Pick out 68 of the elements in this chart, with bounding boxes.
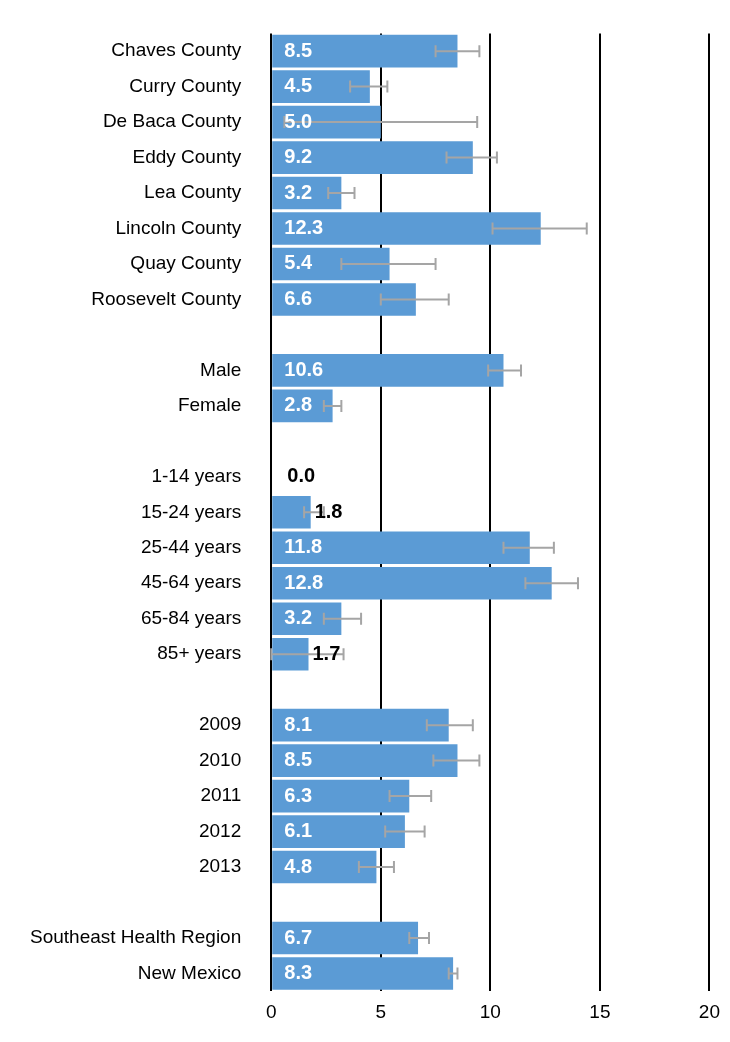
data-label: 6.1 (284, 819, 313, 842)
bar (272, 708, 449, 742)
data-label: 1.7 (312, 641, 341, 664)
bar (272, 957, 454, 990)
bar (272, 354, 504, 387)
y-tick-label: Lea County (144, 181, 242, 203)
y-tick-label: 85+ years (157, 642, 242, 664)
x-tick-label: 20 (698, 1000, 720, 1022)
data-label: 11.8 (284, 535, 323, 558)
y-tick-label: 2011 (200, 784, 242, 806)
bar (272, 34, 458, 68)
x-tick-label: 0 (265, 1000, 277, 1022)
y-tick-label: Eddy County (132, 145, 242, 167)
y-tick-label: 2009 (198, 713, 242, 735)
y-tick-label: Lincoln County (115, 216, 242, 238)
bar (272, 70, 370, 103)
data-label: 1.8 (314, 499, 343, 522)
data-label: 9.2 (284, 145, 313, 168)
y-tick-label: Roosevelt County (91, 287, 242, 309)
bar (272, 744, 458, 777)
bar (272, 815, 405, 848)
data-label: 4.8 (284, 854, 313, 877)
data-label: 12.3 (284, 216, 324, 239)
y-tick-label: 1-14 years (151, 465, 242, 487)
bar (272, 637, 309, 671)
bar (272, 531, 530, 565)
y-tick-label: De Baca County (102, 110, 242, 132)
x-tick-label: 10 (479, 1000, 501, 1022)
data-label: 3.2 (284, 606, 313, 629)
y-tick-label: 2012 (198, 819, 242, 841)
data-label: 6.3 (284, 783, 313, 806)
bar (272, 283, 416, 316)
data-label: 2.8 (284, 393, 313, 416)
y-tick-label: 45-64 years (140, 571, 242, 593)
y-tick-label: Quay County (130, 252, 242, 274)
y-tick-label: Southeast Health Region (29, 926, 242, 948)
y-tick-label: 2013 (198, 855, 242, 877)
y-tick-label: Curry County (129, 74, 242, 96)
bar (272, 247, 390, 281)
data-label: 4.5 (284, 74, 313, 97)
x-tick-label: 5 (375, 1000, 387, 1022)
data-label: 10.6 (284, 357, 324, 380)
bar (272, 779, 410, 813)
data-label: 8.5 (284, 38, 313, 61)
data-label: 3.2 (284, 180, 313, 203)
x-tick-label: 15 (589, 1000, 611, 1022)
data-label: 0.0 (287, 464, 316, 487)
y-tick-label: New Mexico (137, 961, 242, 983)
data-label: 8.1 (284, 712, 313, 735)
data-label: 12.8 (284, 570, 324, 593)
data-label: 8.3 (284, 960, 313, 983)
data-label: 6.6 (284, 286, 313, 309)
bar (272, 566, 552, 600)
y-tick-label: 2010 (198, 748, 242, 770)
data-label: 8.5 (284, 748, 313, 771)
bar (272, 212, 541, 245)
y-tick-label: Male (200, 358, 242, 380)
y-tick-label: Chaves County (111, 39, 242, 61)
bar (272, 921, 419, 955)
y-tick-label: 65-84 years (140, 606, 242, 628)
bar (272, 495, 311, 529)
bar (272, 141, 473, 174)
y-tick-label: 15-24 years (140, 500, 242, 522)
data-label: 6.7 (284, 925, 313, 948)
y-tick-label: 25-44 years (140, 536, 242, 558)
data-label: 5.0 (284, 109, 313, 132)
data-label: 5.4 (284, 251, 313, 274)
y-tick-label: Female (177, 394, 242, 416)
